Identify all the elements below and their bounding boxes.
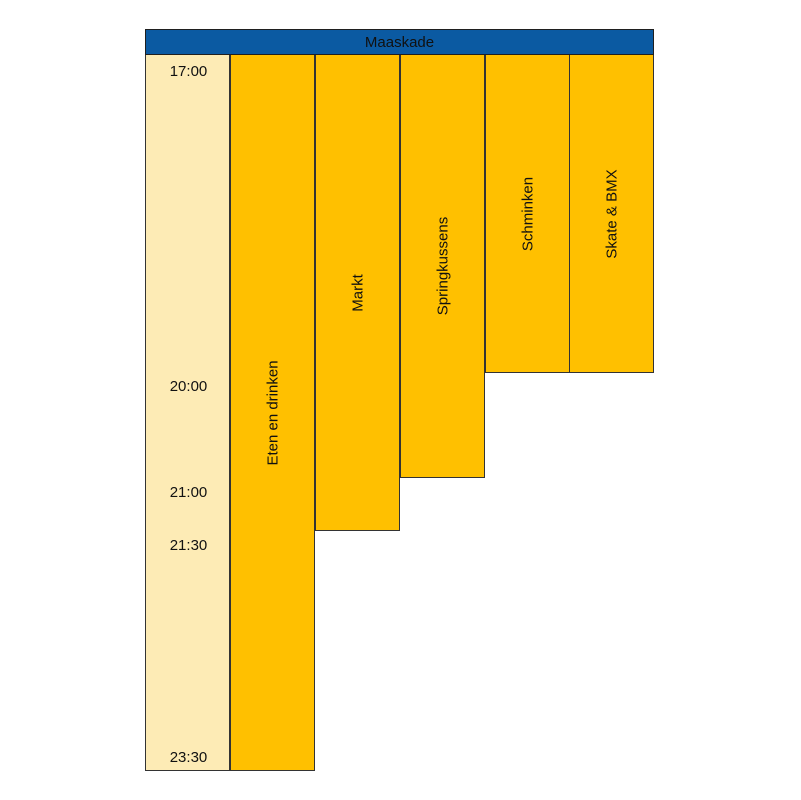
time-column: 17:00 20:00 21:00 21:30 23:30 [145, 55, 230, 771]
time-label-2330: 23:30 [169, 749, 208, 766]
activity-label: Eten en drinken [264, 359, 281, 466]
time-label-1700: 17:00 [169, 63, 208, 80]
activity-label: Skate & BMX [603, 168, 620, 259]
activity-label: Markt [349, 273, 366, 312]
time-label-2130: 21:30 [169, 537, 208, 554]
activity-eten-en-drinken: Eten en drinken [230, 55, 315, 771]
activity-label: Springkussens [434, 216, 451, 316]
activity-schminken: Schminken [485, 55, 570, 373]
time-label-2000: 20:00 [169, 378, 208, 395]
activity-springkussens: Springkussens [400, 55, 485, 478]
venue-title: Maaskade [364, 33, 435, 51]
venue-header: Maaskade [145, 29, 654, 55]
activity-label: Schminken [519, 176, 536, 251]
activity-markt: Markt [315, 55, 400, 531]
time-label-2100: 21:00 [169, 484, 208, 501]
activity-skate-bmx: Skate & BMX [569, 55, 654, 373]
